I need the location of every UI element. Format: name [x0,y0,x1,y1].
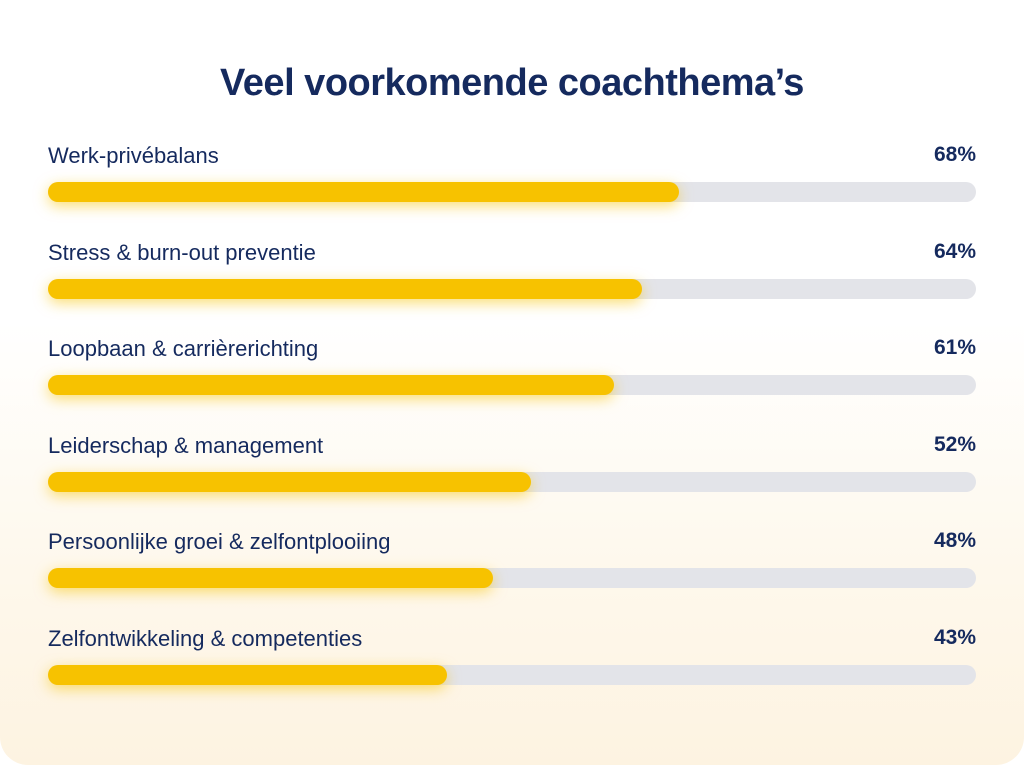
bar-value-label: 48% [933,529,976,552]
bar-track [48,278,976,299]
bar-row: Loopbaan & carrièrerichting 61% [48,336,976,408]
bar [48,664,448,685]
bar-list: Werk-privébalans 68% Stress & burn-out pre… [48,0,976,765]
bar-row: Persoonlijke groei & zelfontplooiing 48% [48,529,976,601]
bar-track [48,182,976,202]
bar-label: Zelfontwikkeling & competenties [48,625,363,651]
bar [48,471,531,492]
bar [48,568,494,588]
bar-track [48,375,976,395]
bar [48,182,680,202]
bar-label: Stress & burn-out preventie [48,239,316,265]
bar-label: Persoonlijke groei & zelfontplooiing [48,529,391,554]
bar-row: Zelfontwikkeling & competenties 43% [48,626,976,698]
bar-row: Werk-privébalans 68% [48,143,976,215]
bar [48,278,642,299]
bar-track [48,471,976,492]
bar-row: Leiderschap & management 52% [48,433,976,505]
chart-title: Veel voorkomende coachthema’s [220,62,804,104]
bar-value-label: 64% [933,239,976,263]
bar-value-label: 43% [933,625,976,649]
bar [48,375,615,395]
bar-track [48,664,976,685]
bar-value-label: 61% [933,336,976,359]
bar-value-label: 68% [933,143,976,166]
bar-label: Loopbaan & carrièrerichting [48,336,319,361]
bar-track [48,568,976,588]
bar-value-label: 52% [933,432,976,456]
bar-label: Werk-privébalans [48,143,219,168]
bar-row: Stress & burn-out preventie 64% [48,240,976,312]
bar-label: Leiderschap & management [48,432,324,458]
